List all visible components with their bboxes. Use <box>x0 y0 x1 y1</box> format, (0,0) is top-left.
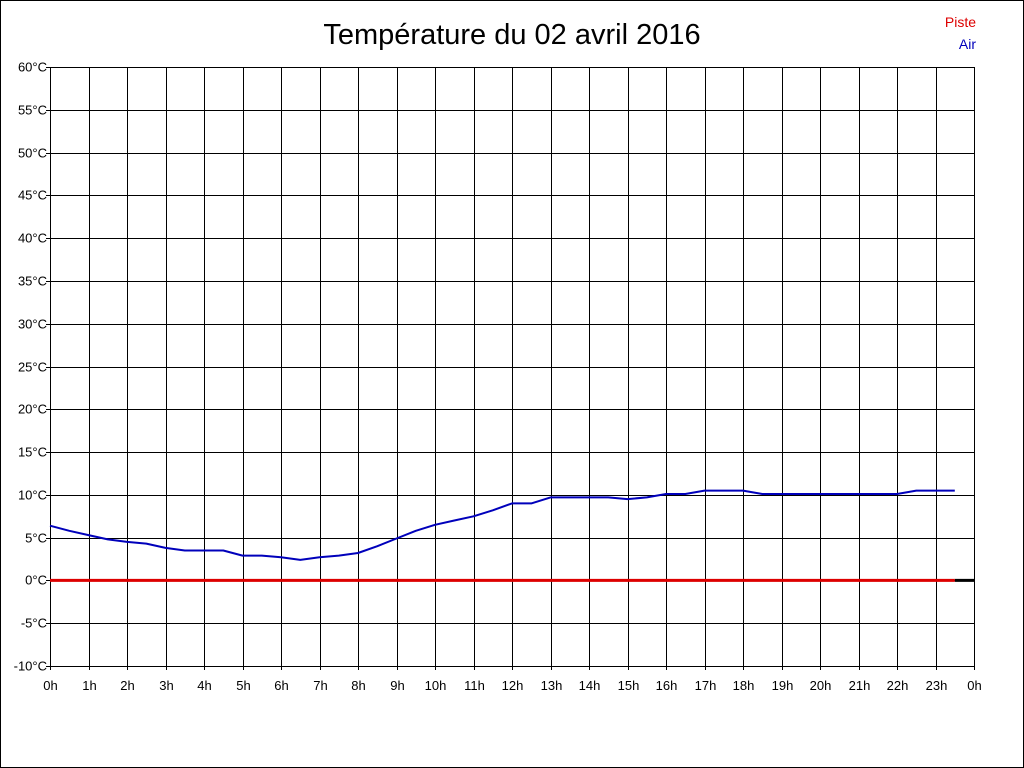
y-tick-label: 45°C <box>18 188 47 203</box>
x-tick-label: 4h <box>197 678 211 693</box>
y-tick-label: 10°C <box>18 488 47 503</box>
y-tick-label: 25°C <box>18 360 47 375</box>
x-tick-label: 0h <box>43 678 57 693</box>
x-tick-label: 5h <box>236 678 250 693</box>
x-tick-label: 16h <box>656 678 678 693</box>
x-tick-label: 14h <box>579 678 601 693</box>
legend-piste: Piste <box>944 14 976 30</box>
x-tick-label: 7h <box>313 678 327 693</box>
x-tick-label: 8h <box>351 678 365 693</box>
x-tick-label: 13h <box>541 678 563 693</box>
y-tick-label: 55°C <box>18 103 47 118</box>
x-tick-label: 20h <box>810 678 832 693</box>
y-tick-label: 50°C <box>18 146 47 161</box>
y-tick-label: 30°C <box>18 317 47 332</box>
y-tick-label: 20°C <box>18 402 47 417</box>
y-tick-label: 15°C <box>18 445 47 460</box>
y-tick-label: -5°C <box>21 616 47 631</box>
x-tick-label: 2h <box>120 678 134 693</box>
y-tick-label: 0°C <box>25 573 47 588</box>
x-tick-label: 12h <box>502 678 524 693</box>
x-tick-label: 23h <box>926 678 948 693</box>
y-tick-label: 35°C <box>18 274 47 289</box>
plot-border <box>50 67 975 667</box>
x-tick-label: 1h <box>82 678 96 693</box>
chart-title: Température du 02 avril 2016 <box>323 19 701 51</box>
y-tick-label: 5°C <box>25 531 47 546</box>
y-tick-label: 40°C <box>18 231 47 246</box>
x-tick-label: 18h <box>733 678 755 693</box>
series-line-air <box>49 489 955 561</box>
x-tick-label: 17h <box>695 678 717 693</box>
x-tick-label: 6h <box>274 678 288 693</box>
x-tick-label: 22h <box>887 678 909 693</box>
legend-air: Air <box>958 36 976 52</box>
y-tick-label: 60°C <box>18 60 47 75</box>
x-tick-label: 9h <box>390 678 404 693</box>
x-tick-label: 11h <box>464 678 485 693</box>
x-tick-label: 21h <box>849 678 871 693</box>
y-tick-label: -10°C <box>14 659 47 674</box>
x-tick-label: 10h <box>425 678 447 693</box>
x-tick-label: 0h <box>967 678 981 693</box>
x-tick-label: 3h <box>159 678 173 693</box>
x-tick-label: 15h <box>618 678 640 693</box>
x-tick-label: 19h <box>772 678 794 693</box>
